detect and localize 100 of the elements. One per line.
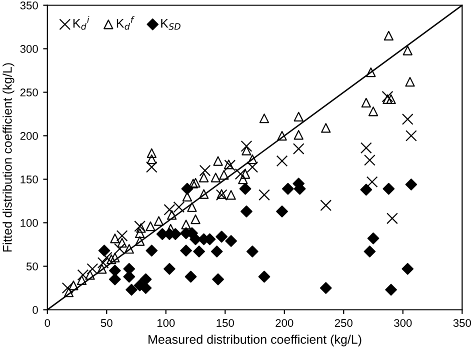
point — [166, 210, 177, 220]
point — [364, 154, 376, 166]
point — [276, 206, 288, 218]
point — [110, 234, 120, 244]
point — [210, 172, 221, 182]
point — [234, 168, 246, 180]
point — [402, 114, 414, 125]
y-tick-label: 150 — [20, 176, 38, 184]
point — [85, 270, 95, 280]
point — [136, 223, 146, 233]
point — [64, 288, 74, 298]
point — [382, 90, 394, 102]
point — [405, 178, 418, 190]
y-axis-title: Fitted distribution coefficient (kg/L) — [2, 63, 14, 252]
point — [109, 273, 121, 286]
point — [240, 140, 252, 152]
point — [282, 182, 294, 195]
point — [199, 164, 211, 176]
y-tick-label: 200 — [20, 132, 38, 140]
point — [240, 169, 250, 179]
point — [187, 202, 197, 212]
point — [364, 246, 376, 258]
point — [258, 189, 270, 201]
point — [97, 257, 109, 268]
point — [154, 216, 164, 226]
point — [180, 244, 192, 257]
point — [402, 262, 414, 275]
point — [98, 244, 110, 257]
point — [184, 270, 197, 283]
legend-label: K$_{d}$$^{f}$ — [116, 16, 135, 30]
point — [76, 275, 87, 286]
point — [238, 174, 248, 184]
point — [198, 189, 209, 199]
point — [106, 254, 116, 264]
point — [405, 130, 417, 142]
point — [320, 282, 332, 294]
point — [146, 154, 157, 164]
point — [277, 130, 287, 141]
point — [366, 176, 378, 188]
x-tick-label: 100 — [157, 319, 175, 327]
y-tick-label: 350 — [20, 2, 38, 10]
point — [134, 236, 145, 246]
point — [146, 161, 158, 173]
point — [239, 182, 252, 195]
x-tick-label: 200 — [276, 319, 294, 327]
point — [110, 252, 120, 262]
point — [402, 46, 412, 56]
point — [97, 264, 107, 274]
point — [77, 269, 89, 281]
point — [367, 232, 380, 244]
point — [368, 106, 378, 116]
point — [246, 246, 258, 258]
point — [240, 206, 252, 218]
point — [292, 143, 304, 155]
point — [114, 243, 126, 255]
point — [212, 273, 224, 286]
point — [360, 184, 372, 196]
point — [360, 142, 372, 154]
point — [134, 228, 145, 238]
point — [140, 273, 152, 286]
point — [385, 284, 397, 296]
point — [190, 178, 200, 188]
point — [164, 262, 176, 275]
y-tick-label: 50 — [26, 262, 38, 270]
point — [210, 246, 223, 258]
point — [321, 123, 331, 133]
x-tick-label: 250 — [334, 319, 352, 327]
point — [258, 270, 270, 283]
point — [382, 182, 395, 195]
point — [146, 148, 157, 158]
y-tick-label: 250 — [20, 88, 38, 96]
point — [246, 161, 258, 173]
y-tick-label: 100 — [20, 219, 38, 227]
point — [386, 94, 396, 104]
point — [124, 244, 134, 254]
point — [248, 154, 258, 164]
legend-label: K$_{d}$$^{i}$ — [73, 16, 90, 30]
x-axis-title: Measured distribution coefficient (kg/L) — [148, 334, 362, 346]
x-tick-label: 0 — [44, 319, 50, 327]
point — [384, 30, 394, 41]
point — [216, 230, 228, 243]
point — [134, 220, 146, 232]
point — [405, 76, 415, 87]
point — [276, 155, 288, 167]
point — [198, 172, 209, 182]
point — [226, 190, 236, 200]
point — [146, 221, 156, 232]
point — [294, 130, 304, 140]
x-tick-label: 150 — [216, 319, 234, 327]
point — [190, 214, 200, 224]
point — [259, 114, 270, 124]
point — [386, 212, 398, 224]
point — [213, 156, 223, 166]
x-tick-label: 50 — [100, 319, 112, 327]
point — [181, 220, 191, 230]
point — [361, 98, 371, 108]
point — [100, 252, 112, 264]
point — [146, 244, 158, 257]
point — [366, 67, 376, 78]
point — [62, 282, 74, 294]
